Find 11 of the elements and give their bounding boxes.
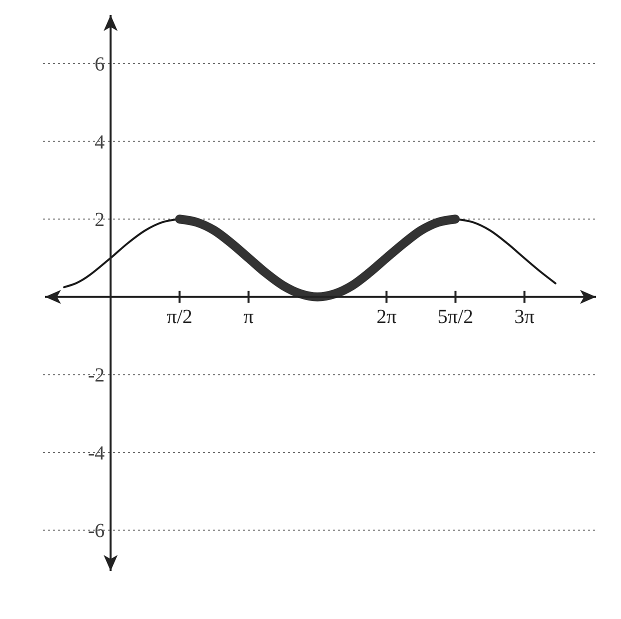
y-tick-label: -4 [88,442,105,464]
y-tick-label: -6 [88,520,105,542]
y-tick-label: 2 [94,209,105,232]
y-tick-label: 4 [94,131,105,154]
x-tick-label: 5π/2 [438,306,474,328]
x-tick-label: π [244,306,254,328]
x-tick-label: 3π [514,306,534,328]
x-tick-label: 2π [376,306,397,328]
y-tick-label: -2 [88,364,105,387]
y-tick-label: 6 [94,54,105,76]
x-tick-label: π/2 [166,306,192,328]
